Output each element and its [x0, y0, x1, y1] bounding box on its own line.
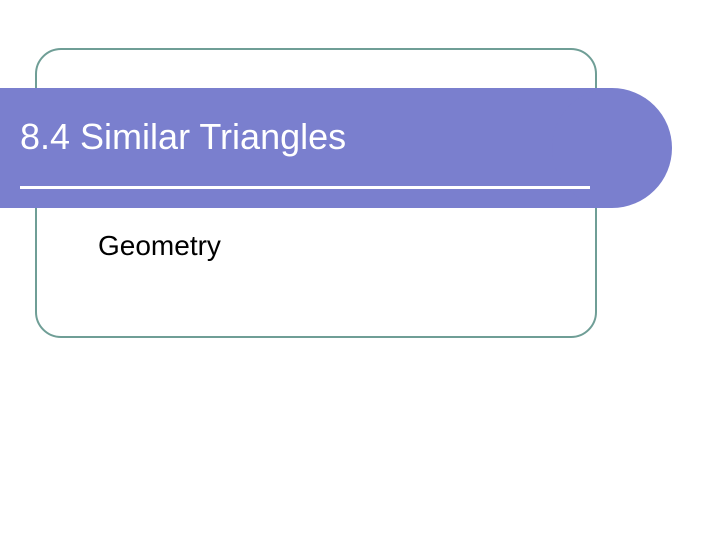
title-band-cap — [552, 88, 672, 208]
slide-title: 8.4 Similar Triangles — [20, 116, 346, 158]
title-underline — [20, 186, 590, 189]
slide-subtitle: Geometry — [98, 230, 221, 262]
title-band: 8.4 Similar Triangles — [0, 88, 720, 208]
